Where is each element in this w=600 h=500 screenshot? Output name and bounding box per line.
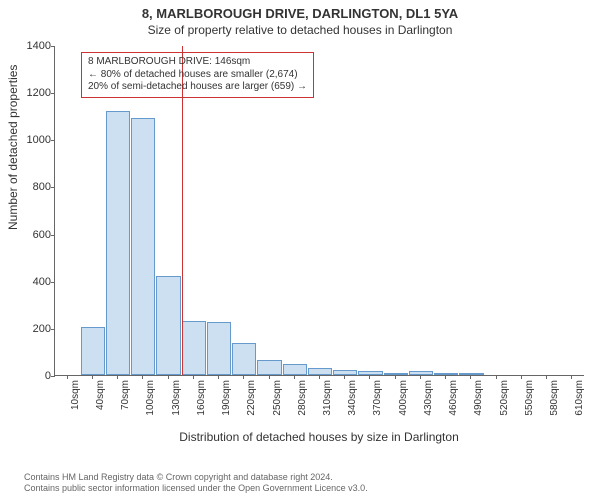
annotation-box: 8 MARLBOROUGH DRIVE: 146sqm← 80% of deta…	[81, 52, 314, 98]
y-tick-label: 0	[19, 370, 51, 382]
x-tick-label: 370sqm	[372, 380, 383, 416]
x-tick-mark	[269, 375, 270, 379]
x-tick-label: 220sqm	[246, 380, 257, 416]
x-tick-label: 580sqm	[549, 380, 560, 416]
x-axis-label: Distribution of detached houses by size …	[54, 430, 584, 444]
histogram-bar	[131, 118, 155, 375]
annotation-line: 8 MARLBOROUGH DRIVE: 146sqm	[88, 56, 307, 69]
histogram-bar	[106, 111, 130, 375]
annotation-line: ← 80% of detached houses are smaller (2,…	[88, 69, 307, 82]
x-tick-mark	[117, 375, 118, 379]
x-tick-label: 310sqm	[322, 380, 333, 416]
x-tick-label: 460sqm	[448, 380, 459, 416]
x-tick-mark	[395, 375, 396, 379]
y-tick-label: 200	[19, 323, 51, 335]
histogram-bar	[207, 322, 231, 375]
histogram-bar	[409, 371, 433, 375]
x-tick-mark	[168, 375, 169, 379]
x-tick-mark	[546, 375, 547, 379]
histogram-bar	[257, 360, 281, 375]
histogram-bar	[156, 276, 180, 375]
x-tick-mark	[92, 375, 93, 379]
x-tick-label: 130sqm	[171, 380, 182, 416]
x-tick-label: 610sqm	[574, 380, 585, 416]
y-tick-mark	[51, 235, 55, 236]
x-tick-mark	[445, 375, 446, 379]
x-tick-label: 10sqm	[70, 380, 81, 410]
y-tick-mark	[51, 140, 55, 141]
histogram-bar	[283, 364, 307, 375]
x-tick-label: 280sqm	[297, 380, 308, 416]
histogram-bar	[81, 327, 105, 375]
y-tick-label: 1200	[19, 87, 51, 99]
y-tick-mark	[51, 187, 55, 188]
y-tick-label: 600	[19, 229, 51, 241]
page-title: 8, MARLBOROUGH DRIVE, DARLINGTON, DL1 5Y…	[0, 6, 600, 21]
x-tick-label: 190sqm	[221, 380, 232, 416]
x-tick-label: 490sqm	[473, 380, 484, 416]
x-tick-label: 430sqm	[423, 380, 434, 416]
y-tick-mark	[51, 329, 55, 330]
annotation-line: 20% of semi-detached houses are larger (…	[88, 81, 307, 94]
x-tick-mark	[319, 375, 320, 379]
footer-line-1: Contains HM Land Registry data © Crown c…	[24, 472, 368, 483]
x-tick-mark	[521, 375, 522, 379]
x-tick-label: 160sqm	[196, 380, 207, 416]
x-tick-mark	[294, 375, 295, 379]
y-tick-mark	[51, 93, 55, 94]
footer: Contains HM Land Registry data © Crown c…	[24, 472, 368, 495]
chart-container: 02004006008001000120014008 MARLBOROUGH D…	[54, 46, 584, 416]
histogram-bar	[384, 373, 408, 375]
histogram-bar	[308, 368, 332, 375]
x-tick-mark	[496, 375, 497, 379]
x-tick-label: 100sqm	[145, 380, 156, 416]
x-tick-mark	[67, 375, 68, 379]
x-tick-label: 520sqm	[499, 380, 510, 416]
x-tick-mark	[571, 375, 572, 379]
histogram-bar	[459, 373, 483, 375]
x-tick-mark	[218, 375, 219, 379]
x-tick-mark	[470, 375, 471, 379]
y-tick-label: 1000	[19, 134, 51, 146]
x-tick-mark	[142, 375, 143, 379]
x-tick-mark	[369, 375, 370, 379]
x-tick-mark	[193, 375, 194, 379]
page-subtitle: Size of property relative to detached ho…	[0, 23, 600, 37]
x-tick-mark	[420, 375, 421, 379]
y-tick-label: 400	[19, 276, 51, 288]
histogram-bar	[232, 343, 256, 375]
y-tick-mark	[51, 376, 55, 377]
x-tick-mark	[344, 375, 345, 379]
x-tick-label: 550sqm	[524, 380, 535, 416]
x-tick-label: 70sqm	[120, 380, 131, 410]
x-tick-label: 40sqm	[95, 380, 106, 410]
plot-area: 02004006008001000120014008 MARLBOROUGH D…	[54, 46, 584, 376]
y-tick-label: 800	[19, 181, 51, 193]
y-axis-label: Number of detached properties	[6, 65, 20, 230]
y-tick-label: 1400	[19, 40, 51, 52]
y-tick-mark	[51, 46, 55, 47]
x-tick-label: 250sqm	[272, 380, 283, 416]
histogram-bar	[182, 321, 206, 375]
footer-line-2: Contains public sector information licen…	[24, 483, 368, 494]
x-tick-label: 340sqm	[347, 380, 358, 416]
y-tick-mark	[51, 282, 55, 283]
histogram-bar	[358, 371, 382, 375]
x-tick-label: 400sqm	[398, 380, 409, 416]
x-tick-mark	[243, 375, 244, 379]
